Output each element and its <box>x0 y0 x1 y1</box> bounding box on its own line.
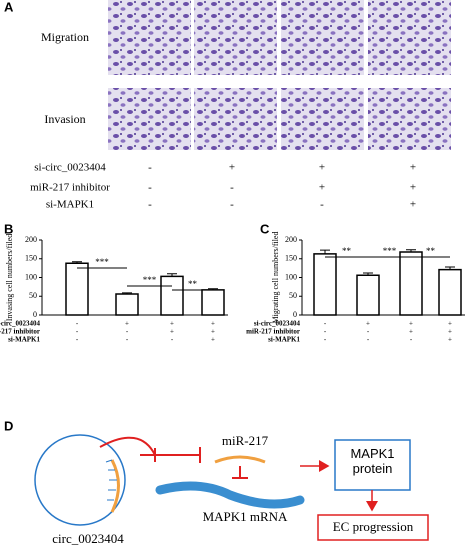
condition-sign: + <box>319 182 325 194</box>
condition-sign: - <box>171 336 174 344</box>
condition-sign: + <box>410 199 416 211</box>
bar <box>160 275 184 316</box>
condition-sign: + <box>410 182 416 194</box>
y-tick-label: 100 <box>25 272 37 281</box>
condition-sign: - <box>324 328 327 336</box>
row-label: Invasion <box>44 112 85 126</box>
condition-sign: - <box>148 182 152 194</box>
bar <box>115 293 139 316</box>
circrna: circ_0023404 <box>52 531 124 546</box>
bar <box>438 268 462 316</box>
y-tick-label: 150 <box>25 254 37 263</box>
y-tick-label: 50 <box>289 291 297 300</box>
condition-sign: - <box>230 199 234 211</box>
significance-label: ** <box>426 246 436 256</box>
condition-sign: + <box>170 328 174 336</box>
significance-label: *** <box>95 257 109 267</box>
mirna: miR-217 <box>222 433 269 448</box>
panel-label: A <box>4 0 14 14</box>
condition-sign: + <box>409 320 413 328</box>
condition-sign: - <box>367 336 370 344</box>
condition-name: miR-217 inhibitor <box>30 182 110 194</box>
condition-sign: - <box>320 199 324 211</box>
condition-sign: + <box>211 328 215 336</box>
condition-name: si-MAPK1 <box>46 199 94 211</box>
mrna: MAPK1 mRNA <box>203 509 288 524</box>
condition-sign: + <box>211 320 215 328</box>
condition-sign: - <box>148 162 152 174</box>
condition-sign: - <box>324 320 327 328</box>
condition-sign: - <box>76 320 79 328</box>
condition-sign: + <box>211 336 215 344</box>
condition-sign: + <box>170 320 174 328</box>
condition-sign: + <box>229 162 235 174</box>
panel-label: C <box>260 221 270 236</box>
condition-name: si-circ_0023404 <box>254 320 301 328</box>
condition-sign: - <box>230 182 234 194</box>
condition-sign: - <box>126 328 129 336</box>
condition-sign: + <box>448 320 452 328</box>
bar <box>201 289 225 316</box>
significance-label: *** <box>383 246 397 256</box>
y-tick-label: 100 <box>285 272 297 281</box>
micrographs <box>108 0 451 150</box>
bar <box>65 262 89 316</box>
significance-label: ** <box>342 246 352 256</box>
condition-name: miR-217 inhibitor <box>246 328 300 336</box>
condition-name: miR-217 inhibitor <box>0 328 40 336</box>
y-tick-label: 200 <box>285 235 297 244</box>
condition-sign: + <box>409 328 413 336</box>
y-tick-label: 0 <box>293 310 297 319</box>
condition-sign: - <box>76 336 79 344</box>
y-axis-title: Invasing cell numbers/filed <box>5 234 14 322</box>
significance-label: *** <box>143 275 157 285</box>
bar <box>313 253 337 316</box>
condition-name: si-MAPK1 <box>268 336 300 344</box>
y-tick-label: 150 <box>285 254 297 263</box>
condition-sign: + <box>319 162 325 174</box>
row-label: Migration <box>41 30 89 44</box>
bar <box>399 251 423 316</box>
condition-sign: + <box>448 328 452 336</box>
y-tick-label: 200 <box>25 235 37 244</box>
condition-sign: - <box>148 199 152 211</box>
condition-name: si-circ_0023404 <box>34 162 106 174</box>
y-tick-label: 0 <box>33 310 37 319</box>
condition-sign: - <box>367 328 370 336</box>
protein: MAPK1 protein <box>350 446 395 476</box>
condition-sign: - <box>126 336 129 344</box>
panel-label: D <box>4 418 13 433</box>
panel-label: B <box>4 221 13 236</box>
significance-label: ** <box>188 279 198 289</box>
condition-name: si-circ_0023404 <box>0 320 40 328</box>
condition-sign: - <box>76 328 79 336</box>
outcome: EC progression <box>333 519 414 534</box>
condition-name: si-MAPK1 <box>8 336 40 344</box>
bar <box>356 274 380 316</box>
y-axis-title: Migrating cell numbers/filed <box>271 232 280 324</box>
y-tick-label: 50 <box>29 291 37 300</box>
condition-sign: - <box>410 336 413 344</box>
diagram: D miR-217 MAPK1 mRNA circ_0023404 MAPK1 … <box>4 418 429 546</box>
condition-sign: + <box>366 320 370 328</box>
condition-sign: + <box>448 336 452 344</box>
condition-sign: + <box>410 162 416 174</box>
condition-sign: + <box>125 320 129 328</box>
condition-sign: - <box>324 336 327 344</box>
